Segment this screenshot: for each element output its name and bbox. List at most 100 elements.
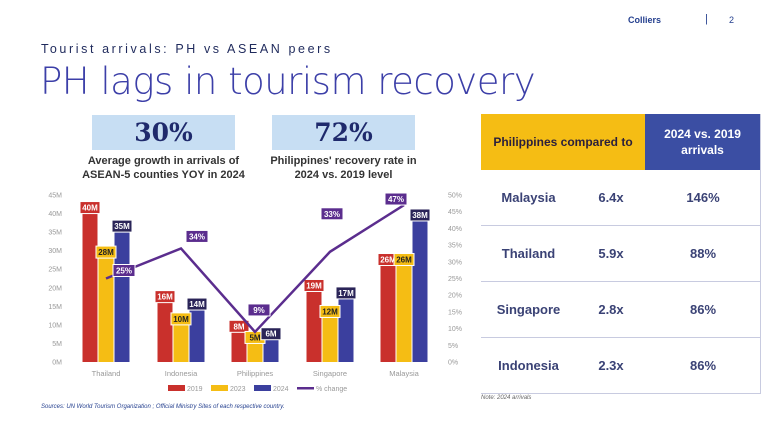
recovery-cell: 86% (689, 358, 717, 373)
page-number: 2 (729, 15, 735, 25)
bar-data-label: 6M (265, 330, 276, 339)
recovery-cell: 146% (686, 190, 720, 205)
y-right-tick: 45% (448, 209, 462, 216)
bar-2019 (306, 291, 322, 362)
y-right-tick: 30% (448, 259, 462, 266)
data-label-bg (409, 208, 431, 222)
bar-2019 (380, 265, 396, 362)
data-label-bg (95, 245, 117, 259)
y-left-tick: 45M (48, 193, 62, 200)
bar-2024 (189, 310, 205, 362)
bar-data-label: 19M (306, 281, 322, 290)
percent-change-line (105, 203, 405, 334)
bar-2019 (82, 213, 98, 362)
bar-data-label: 17M (338, 289, 354, 298)
bar-data-label: 12M (322, 307, 338, 316)
multiple-cell: 5.9x (598, 246, 624, 261)
data-label-bg (186, 297, 208, 311)
bar-2024 (412, 220, 428, 362)
y-left-tick: 35M (48, 230, 62, 237)
y-left-tick: 5M (52, 341, 62, 348)
y-right-tick: 15% (448, 309, 462, 316)
kpi-recovery-value: 72% (272, 115, 415, 150)
bar-2023 (173, 324, 189, 362)
bar-data-label: 10M (173, 315, 189, 324)
recovery-cell: 88% (689, 246, 717, 261)
y-right-tick: 10% (448, 326, 462, 333)
line-data-label: 34% (189, 232, 205, 241)
y-right-tick: 40% (448, 226, 462, 233)
line-data-label: 25% (116, 267, 132, 276)
bar-2024 (338, 298, 354, 362)
multiple-cell: 2.3x (598, 358, 624, 373)
bar-data-label: 35M (114, 222, 130, 231)
y-right-tick: 50% (448, 193, 462, 200)
slide-subtitle: Tourist arrivals: PH vs ASEAN peers (41, 42, 333, 56)
table-note: Note: 2024 arrivals (481, 395, 532, 401)
bar-data-label: 8M (233, 322, 244, 331)
line-label-bg (320, 207, 344, 221)
x-tick-label: Indonesia (165, 369, 198, 378)
x-tick-label: Thailand (92, 369, 121, 378)
data-label-bg (154, 290, 176, 304)
data-label-bg (79, 201, 101, 215)
y-left-tick: 0M (52, 360, 62, 367)
multiple-cell: 2.8x (598, 302, 624, 317)
y-right-tick: 0% (448, 360, 458, 367)
y-right-tick: 25% (448, 276, 462, 283)
data-label-bg (393, 253, 415, 267)
kpi-recovery-caption: Philippines' recovery rate in 2024 vs. 2… (270, 155, 417, 181)
line-label-bg (384, 192, 408, 206)
bar-2024 (114, 232, 130, 362)
table-row: Indonesia 2.3x 86% (481, 337, 761, 394)
legend-swatch (211, 385, 228, 391)
x-tick-label: Malaysia (389, 369, 419, 378)
data-label-bg (111, 219, 133, 233)
legend-swatch (254, 385, 271, 391)
bar-2024 (263, 339, 279, 362)
bar-data-label: 26M (380, 256, 396, 265)
brand-logo: Colliers (628, 15, 662, 25)
country-cell: Singapore (496, 302, 561, 317)
data-label-bg (260, 327, 282, 341)
bar-data-label: 28M (98, 248, 114, 257)
slide-title: PH lags in tourism recovery (40, 60, 536, 103)
bar-2023 (396, 265, 412, 362)
y-right-tick: 35% (448, 243, 462, 250)
bar-2023 (247, 343, 263, 362)
legend-label: % change (316, 386, 347, 393)
bar-data-label: 16M (157, 293, 173, 302)
legend-label: 2019 (187, 386, 203, 393)
bar-data-label: 26M (396, 256, 412, 265)
line-data-label: 9% (253, 306, 265, 315)
bar-data-label: 5M (249, 333, 260, 342)
bar-2019 (157, 302, 173, 362)
line-label-bg (185, 229, 209, 243)
table-row: Singapore 2.8x 86% (481, 281, 761, 338)
source-note: Sources: UN World Tourism Organization ;… (41, 404, 285, 410)
legend-label: 2024 (273, 386, 289, 393)
header-separator: | (705, 13, 708, 25)
country-cell: Thailand (501, 246, 556, 261)
bar-data-label: 14M (189, 300, 205, 309)
header-2024-vs-2019: 2024 vs. 2019 arrivals (645, 114, 761, 170)
legend-swatch (168, 385, 185, 391)
table-header: Philippines compared to 2024 vs. 2019 ar… (481, 114, 761, 170)
line-label-bg (112, 264, 136, 277)
country-cell: Indonesia (498, 358, 559, 373)
x-tick-label: Singapore (313, 369, 347, 378)
y-right-tick: 20% (448, 293, 462, 300)
data-label-bg (170, 312, 192, 326)
legend-swatch (297, 387, 314, 390)
table-row: Malaysia 6.4x 146% (481, 170, 761, 226)
bar-data-label: 38M (412, 211, 428, 220)
bar-2023 (322, 317, 338, 362)
table-row: Thailand 5.9x 88% (481, 225, 761, 282)
bar-2019 (231, 332, 247, 362)
data-label-bg (335, 286, 357, 300)
bar-2023 (98, 258, 114, 362)
line-data-label: 33% (324, 210, 340, 219)
y-right-tick: 5% (448, 343, 458, 350)
y-left-tick: 10M (48, 322, 62, 329)
line-data-label: 47% (388, 195, 404, 204)
